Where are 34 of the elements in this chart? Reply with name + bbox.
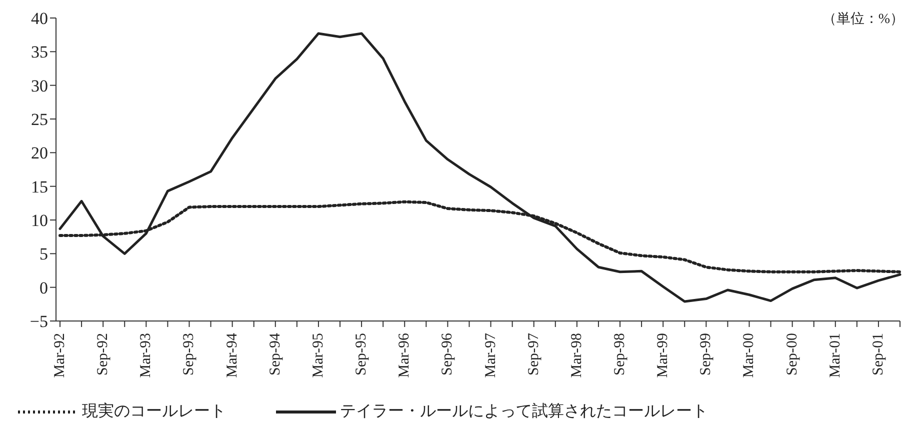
x-tick-label: Mar-99	[655, 333, 672, 378]
legend-label: テイラー・ルールによって試算されたコールレート	[340, 402, 708, 422]
y-tick-label: 35	[31, 42, 48, 62]
x-tick-label: Mar-00	[741, 333, 758, 378]
line-series	[58, 32, 902, 303]
y-tick-label: 20	[31, 144, 48, 163]
x-tick-label: Mar-97	[482, 332, 499, 378]
x-tick-label: Mar-94	[224, 332, 240, 378]
annotation: （単位：%）	[822, 10, 904, 28]
y-tick-label: 40	[31, 9, 48, 28]
x-tick-label: Sep-97	[526, 332, 542, 376]
x-tick-label: Mar-95	[310, 333, 326, 378]
y-tick-label: 0	[40, 278, 48, 298]
x-tick-label: Sep-99	[698, 333, 714, 376]
x-tick-label: Sep-96	[440, 332, 456, 376]
x-tick-label: Mar-92	[52, 333, 68, 378]
y-tick-label: −5	[30, 312, 48, 332]
y-tick-label: 5	[40, 244, 48, 264]
x-tick-label: Sep-93	[181, 333, 198, 376]
x-tick-label: Mar-01	[827, 333, 844, 378]
y-tick-label: 10	[31, 211, 48, 230]
x-tick-label: Mar-96	[396, 332, 413, 378]
x-tick-label: Sep-00	[784, 333, 800, 376]
x-tick-label: Mar-93	[138, 333, 154, 378]
x-tick-label: Sep-98	[612, 333, 628, 376]
x-tick-label: Mar-98	[568, 333, 585, 378]
y-tick-label: 30	[31, 76, 48, 96]
x-tick-label: Sep-01	[870, 333, 886, 376]
y-tick-label: 15	[31, 177, 48, 196]
legend-label: 現実のコールレート	[82, 402, 226, 422]
y-tick-label: 25	[31, 110, 48, 130]
x-tick-label: Sep-94	[267, 332, 284, 376]
x-tick-label: Sep-92	[95, 333, 112, 376]
x-tick-label: Sep-95	[354, 333, 370, 376]
